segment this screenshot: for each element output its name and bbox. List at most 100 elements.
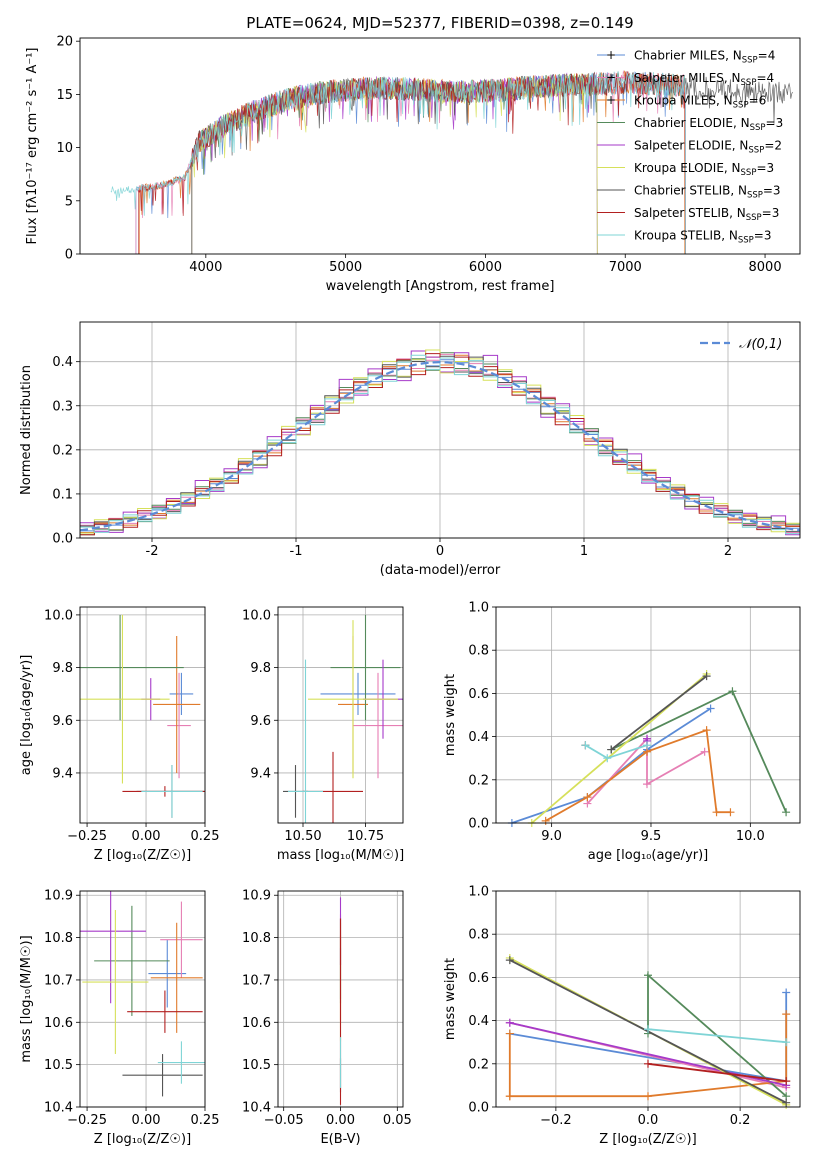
residual-hist-ytick-label: 0.2 — [52, 443, 73, 458]
legend-label-sub: SSP — [750, 123, 766, 133]
legend-label: Salpeter MILES, NSSP=4 — [634, 71, 774, 88]
spectrum-series-chabrier-miles — [135, 71, 686, 254]
weight-vs-age-axes: 9.0 9.5 10.0 0.0 0.2 0.4 0.6 0.8 1.0 — [468, 601, 800, 844]
spectrum-ytick-label: 5 — [65, 194, 73, 209]
mass-vs-EBV-ytick-label: 10.9 — [242, 889, 271, 904]
age-vs-Z-ylabel: age [log₁₀(age/yr)] — [19, 655, 34, 776]
legend-label-val: =3 — [763, 184, 781, 198]
weight-vs-age-ytick-label: 0.8 — [468, 644, 489, 659]
residual-hist-ytick-label: 0.3 — [52, 399, 73, 414]
legend-label-val: =3 — [762, 206, 780, 220]
spectrum-ytick-label: 10 — [56, 141, 73, 156]
mass-vs-EBV-ytick-label: 10.4 — [242, 1101, 271, 1116]
mass-vs-EBV-ytick-label: 10.5 — [242, 1058, 271, 1073]
mass-vs-Z-xlabel: Z [log₁₀(Z/Z☉)] — [94, 1132, 191, 1147]
legend-label-sub: SSP — [747, 191, 763, 201]
age-vs-mass-ytick-label: 9.8 — [250, 661, 271, 676]
point-marker — [706, 704, 715, 713]
point-marker — [581, 741, 590, 750]
legend-label-val: =2 — [764, 139, 782, 153]
mass-vs-EBV-xtick-label: 0.05 — [383, 1113, 412, 1128]
weight-vs-age-ytick-label: 0.4 — [468, 730, 489, 745]
weight-vs-Z-axes: −0.2 0.0 0.2 0.0 0.2 0.4 0.6 0.8 1.0 — [468, 885, 800, 1128]
spectrum-series-kroupa-elodie — [191, 73, 598, 254]
legend-label-val: =3 — [756, 161, 774, 175]
mass-vs-EBV-xtick-label: −0.05 — [264, 1113, 304, 1128]
series-line — [610, 689, 787, 813]
point-marker — [712, 808, 721, 817]
normal-legend-label: 𝒩(0,1) — [739, 337, 782, 352]
mass-vs-Z-xtick-label: −0.25 — [67, 1113, 107, 1128]
series-line — [586, 736, 706, 805]
residual-hist-ytick-label: 0.0 — [52, 532, 73, 547]
spectrum-ytick-label: 15 — [56, 88, 73, 103]
age-vs-mass-ytick-label: 10.0 — [242, 608, 271, 623]
legend-label-text: Salpeter MILES, N — [634, 71, 741, 85]
mass-vs-Z-point-salpeter-miles — [160, 901, 203, 978]
legend-label-sub: SSP — [741, 168, 757, 178]
spectrum-legend: + Chabrier MILES, NSSP=4+ Salpeter MILES, … — [597, 48, 783, 246]
weight-vs-Z-series-salpeter-stelib — [644, 1059, 791, 1086]
legend-label-sub: SSP — [742, 56, 758, 66]
weight-vs-Z-xtick-label: 0.2 — [730, 1113, 751, 1128]
series-line — [545, 728, 731, 822]
legend-label-text: Chabrier MILES, N — [634, 49, 742, 63]
residual-hist-frame — [79, 321, 801, 539]
age-vs-Z-axes: −0.25 0.00 0.25 9.4 9.6 9.8 10.0 — [44, 607, 219, 844]
point-marker — [643, 780, 652, 789]
point-marker — [505, 1018, 514, 1027]
legend-marker: + — [606, 71, 616, 85]
mass-vs-Z-ytick-label: 10.5 — [44, 1058, 73, 1073]
residual-hist-xtick-label: -1 — [290, 544, 303, 559]
residual-hist-xtick-label: 1 — [580, 544, 588, 559]
weight-vs-Z-frame — [495, 890, 801, 1108]
weight-vs-age-series-chabrier-miles — [507, 704, 715, 827]
age-vs-Z-point-chabrier-miles — [169, 672, 194, 715]
mass-vs-EBV-xlabel: E(B-V) — [320, 1132, 360, 1147]
legend-label-text: Kroupa ELODIE, N — [634, 161, 741, 175]
point-marker — [782, 1010, 791, 1019]
mass-vs-Z-point-chabrier-stelib — [122, 1054, 203, 1097]
weight-vs-age-series-kroupa-miles — [541, 726, 735, 825]
age-vs-mass-point-chabrier-miles — [320, 672, 396, 715]
age-vs-Z-xtick-label: 0.00 — [132, 829, 161, 844]
mass-vs-Z-point-salpeter-elodie — [80, 891, 147, 1004]
weight-vs-Z-ytick-label: 0.6 — [468, 971, 489, 986]
point-marker — [782, 1098, 791, 1107]
spectrum-frame — [79, 37, 801, 255]
spectrum-xtick-label: 5000 — [329, 260, 362, 275]
mass-vs-Z-point-kroupa-stelib — [157, 1041, 205, 1084]
weight-vs-Z-series-kroupa-miles — [505, 1010, 791, 1101]
spectrum-ylabel: Flux [fλ10⁻¹⁷ erg cm⁻² s⁻¹ A⁻¹] — [25, 48, 40, 245]
legend-label-text: Salpeter ELODIE, N — [634, 139, 748, 153]
age-vs-Z-ytick-label: 10.0 — [44, 608, 73, 623]
spectrum-xtick-label: 8000 — [749, 260, 782, 275]
spectrum-lines — [110, 70, 793, 254]
point-marker — [644, 1092, 652, 1101]
spectrum-series-chabrier-elodie — [191, 73, 598, 254]
weight-vs-Z-xtick-label: −0.2 — [540, 1113, 572, 1128]
age-vs-Z-point-kroupa-miles — [153, 635, 201, 773]
spectrum-series-salpeter-elodie — [191, 72, 598, 254]
legend-label-val: =3 — [766, 116, 784, 130]
mass-vs-Z-ytick-label: 10.8 — [44, 931, 73, 946]
mass-vs-Z-ylabel: mass [log₁₀(M/M☉)] — [19, 935, 34, 1062]
weight-vs-age-series-chabrier-stelib — [607, 672, 711, 754]
age-vs-Z-xtick-label: 0.25 — [191, 829, 220, 844]
weight-vs-Z-ytick-label: 0.2 — [468, 1057, 489, 1072]
mass-vs-Z-ytick-label: 10.7 — [44, 973, 73, 988]
mass-vs-Z-point-salpeter-stelib — [127, 990, 203, 1033]
age-vs-mass-ytick-label: 9.4 — [250, 766, 271, 781]
mass-vs-EBV-ytick-label: 10.8 — [242, 931, 271, 946]
legend-label-val: =6 — [749, 94, 767, 108]
hist-series — [80, 349, 800, 538]
age-vs-mass-frame — [277, 606, 404, 824]
point-marker — [782, 1038, 791, 1047]
legend-label-sub: SSP — [741, 78, 757, 88]
legend-label-sub: SSP — [748, 146, 764, 156]
legend-label-sub: SSP — [738, 236, 754, 246]
point-marker — [726, 808, 735, 817]
mass-vs-Z-ytick-label: 10.6 — [44, 1016, 73, 1031]
legend-label-sub: SSP — [733, 101, 749, 111]
age-vs-mass-point-salpeter-miles — [353, 672, 403, 779]
